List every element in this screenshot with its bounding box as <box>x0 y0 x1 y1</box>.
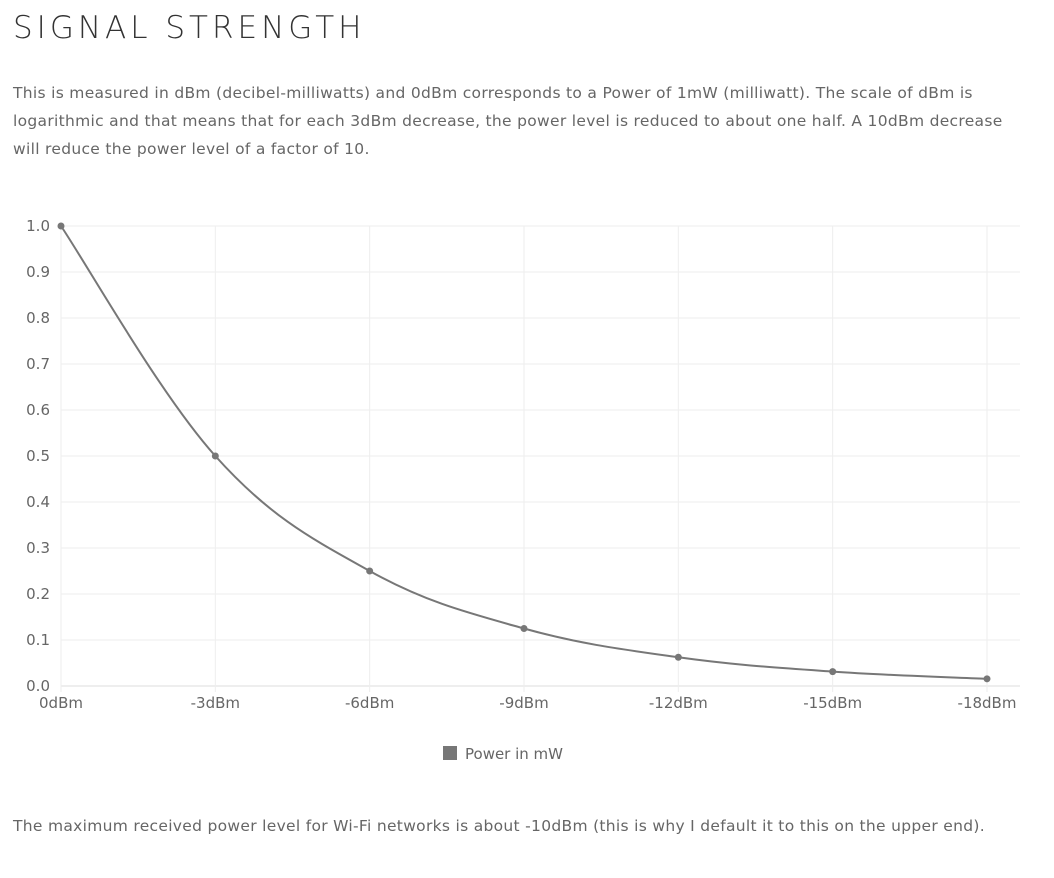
y-tick-label: 0.9 <box>26 263 50 281</box>
page-title: SIGNAL STRENGTH <box>13 10 366 46</box>
y-tick-label: 0.1 <box>26 631 50 649</box>
data-point <box>211 452 219 460</box>
chart-grid <box>60 225 1020 692</box>
y-tick-label: 0.3 <box>26 539 50 557</box>
x-tick-label: -15dBm <box>803 694 862 712</box>
signal-strength-chart: 0.0 0.1 0.2 0.3 0.4 0.5 0.6 0.7 0.8 0.9 1.0 0dBm -3d… <box>0 200 1054 780</box>
x-tick-label: -6dBm <box>345 694 394 712</box>
outro-paragraph: The maximum received power level for Wi-… <box>13 817 985 835</box>
x-tick-label: -18dBm <box>958 694 1017 712</box>
y-tick-label: 0.8 <box>26 309 50 327</box>
y-tick-label: 0.5 <box>26 447 50 465</box>
y-tick-label: 1.0 <box>26 217 50 235</box>
chart-svg: 0.0 0.1 0.2 0.3 0.4 0.5 0.6 0.7 0.8 0.9 1.0 0dBm -3d… <box>26 217 1020 763</box>
data-point <box>674 653 682 661</box>
data-point <box>57 222 65 230</box>
chart-axes: 0.0 0.1 0.2 0.3 0.4 0.5 0.6 0.7 0.8 0.9 1.0 0dBm -3d… <box>26 217 1016 712</box>
x-tick-label: -9dBm <box>499 694 548 712</box>
data-point <box>366 567 374 575</box>
y-tick-label: 0.6 <box>26 401 50 419</box>
data-point <box>983 675 991 683</box>
x-tick-label: -3dBm <box>191 694 240 712</box>
intro-paragraph: This is measured in dBm (decibel-milliwa… <box>13 84 1003 158</box>
series-points <box>57 222 991 683</box>
legend-label: Power in mW <box>465 745 563 763</box>
data-point <box>520 625 528 632</box>
legend-swatch <box>443 746 457 760</box>
y-tick-label: 0.4 <box>26 493 50 511</box>
x-tick-label: -12dBm <box>649 694 708 712</box>
y-tick-label: 0.2 <box>26 585 50 603</box>
x-tick-label: 0dBm <box>39 694 83 712</box>
data-point <box>829 668 837 676</box>
y-tick-label: 0.0 <box>26 677 50 695</box>
y-tick-label: 0.7 <box>26 355 50 373</box>
chart-legend[interactable]: Power in mW <box>443 745 563 763</box>
